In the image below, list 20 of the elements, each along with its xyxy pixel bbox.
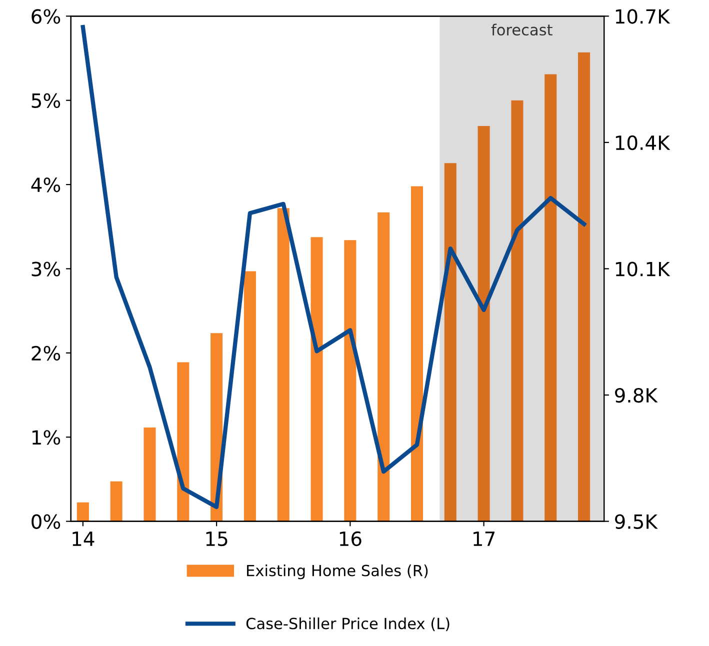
- y-tick-label: 1%: [32, 430, 60, 445]
- y-tick-label: 3%: [32, 262, 60, 276]
- y-tick-label: 5%: [32, 93, 60, 108]
- y-tick-label: 2%: [32, 346, 60, 361]
- band-label: forecast: [491, 24, 552, 36]
- y-tick-label: 0%: [32, 514, 60, 529]
- x-tick-label: 17: [474, 532, 495, 546]
- y2-tick-label: 10.4K: [616, 135, 670, 150]
- y2-tick-label: 10.1K: [616, 262, 670, 276]
- y2-tick-label: 10.7K: [616, 9, 670, 24]
- y2-tick-label: 9.8K: [615, 388, 658, 403]
- x-tick-label: 14: [72, 532, 94, 546]
- x-tick-label: 15: [206, 532, 228, 546]
- legend-label: Existing Home Sales (R): [247, 564, 428, 580]
- line-series: [80, 25, 586, 510]
- x-tick-label: 16: [340, 531, 362, 546]
- y-tick-label: 4%: [31, 177, 60, 192]
- y-tick-label: 6%: [32, 9, 60, 24]
- legend-label: Case-Shiller Price Index (L): [246, 617, 450, 632]
- y2-tick-label: 9.5K: [615, 514, 658, 529]
